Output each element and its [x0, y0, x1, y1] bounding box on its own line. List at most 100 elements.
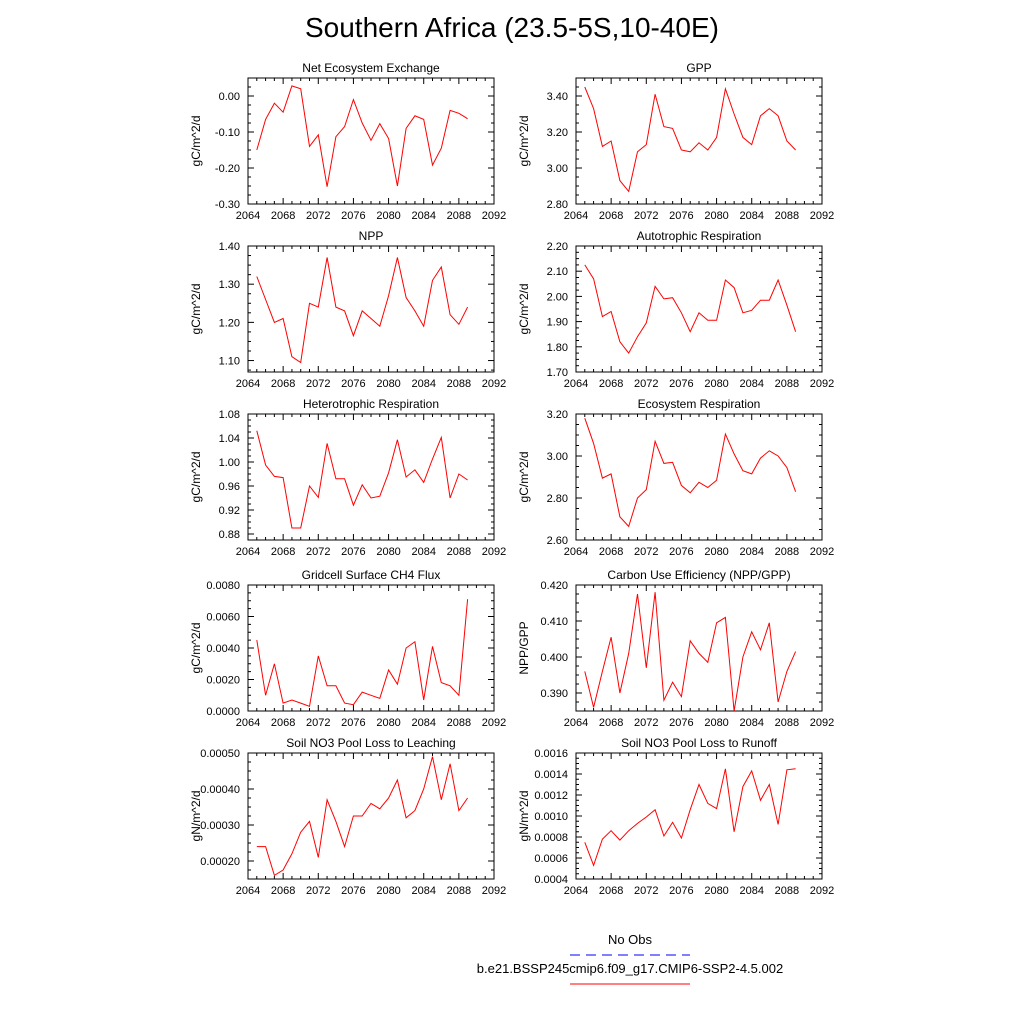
x-tick-label: 2068 [599, 210, 623, 222]
y-tick-label: 0.390 [540, 688, 568, 700]
x-tick-label: 2068 [599, 546, 623, 558]
x-tick-label: 2080 [376, 210, 400, 222]
y-tick-label: 1.04 [219, 433, 240, 445]
x-tick-label: 2092 [482, 210, 506, 222]
plot-frame [575, 752, 823, 880]
x-tick-label: 2068 [271, 546, 295, 558]
y-tick-label: 1.00 [219, 457, 240, 469]
plot-frame [575, 77, 823, 205]
x-tick-label: 2064 [564, 378, 588, 390]
x-tick-label: 2064 [236, 717, 260, 729]
x-tick-label: 2080 [704, 717, 728, 729]
y-tick-label: 2.20 [547, 241, 568, 253]
y-tick-label: 0.0004 [534, 874, 568, 886]
series-line [256, 599, 469, 707]
x-tick-label: 2084 [411, 717, 435, 729]
series-line [584, 768, 796, 867]
x-tick-label: 2092 [482, 378, 506, 390]
y-tick-label: 1.80 [547, 342, 568, 354]
y-tick-label: 1.10 [219, 356, 240, 368]
x-tick-label: 2068 [599, 378, 623, 390]
x-tick-label: 2076 [669, 546, 693, 558]
panel-title: NPP [359, 229, 384, 243]
x-tick-label: 2092 [810, 378, 834, 390]
y-tick-label: 0.0014 [534, 769, 568, 781]
x-tick-label: 2080 [376, 717, 400, 729]
x-tick-label: 2076 [341, 717, 365, 729]
x-tick-label: 2092 [810, 546, 834, 558]
y-tick-label: 3.20 [547, 409, 568, 421]
y-tick-label: -0.30 [215, 199, 240, 211]
chart-panel-1: Net Ecosystem Exchange gC/m^2/d 2064 2068 20… [189, 61, 506, 222]
x-tick-label: 2068 [271, 210, 295, 222]
x-tick-label: 2064 [236, 210, 260, 222]
panel-title: Net Ecosystem Exchange [302, 61, 440, 75]
y-axis-label: gN/m^2/d [517, 791, 531, 842]
y-axis-label: gN/m^2/d [189, 791, 203, 842]
y-tick-label: 0.92 [219, 505, 240, 517]
y-axis-label: gC/m^2/d [189, 284, 203, 335]
y-tick-label: 0.0016 [534, 748, 568, 760]
y-tick-label: 0.00040 [200, 784, 240, 796]
y-axis-label: gC/m^2/d [517, 452, 531, 503]
x-tick-label: 2084 [411, 546, 435, 558]
x-tick-label: 2076 [341, 378, 365, 390]
x-tick-label: 2076 [341, 210, 365, 222]
y-tick-label: -0.20 [215, 163, 240, 175]
legend-case-label: b.e21.BSSP245cmip6.f09_g17.CMIP6-SSP2-4.… [476, 961, 784, 976]
plot-frame [247, 584, 495, 712]
y-tick-label: 0.0080 [206, 580, 240, 592]
chart-panel-2: GPP gC/m^2/d 2064 2068 2072 2076 2080 2084 2088 2… [517, 61, 834, 222]
panel-title: Heterotrophic Respiration [303, 397, 439, 411]
panel-title: Soil NO3 Pool Loss to Runoff [621, 736, 778, 750]
y-tick-label: 0.0010 [534, 811, 568, 823]
x-tick-label: 2072 [306, 717, 330, 729]
chart-panel-5: Heterotrophic Respiration gC/m^2/d 2064 206… [189, 397, 506, 558]
y-tick-label: 2.60 [547, 535, 568, 547]
panel-title: Ecosystem Respiration [638, 397, 761, 411]
chart-panel-7: Gridcell Surface CH4 Flux gC/m^2/d 2064 206… [189, 568, 506, 729]
y-axis-label: gC/m^2/d [189, 452, 203, 503]
y-tick-label: 1.40 [219, 241, 240, 253]
x-tick-label: 2088 [447, 210, 471, 222]
panel-title: Carbon Use Efficiency (NPP/GPP) [607, 568, 790, 582]
series-line [256, 257, 469, 364]
x-tick-label: 2088 [447, 378, 471, 390]
x-tick-label: 2084 [411, 210, 435, 222]
x-tick-label: 2076 [669, 210, 693, 222]
x-tick-label: 2072 [306, 885, 330, 897]
y-tick-label: 0.410 [540, 616, 568, 628]
x-tick-label: 2080 [376, 378, 400, 390]
series-line [584, 418, 797, 528]
panel-title: Soil NO3 Pool Loss to Leaching [286, 736, 455, 750]
panel-title: GPP [686, 61, 711, 75]
panels-layer: Net Ecosystem Exchange gC/m^2/d 2064 2068 20… [189, 61, 834, 897]
x-tick-label: 2080 [376, 546, 400, 558]
x-tick-label: 2092 [810, 210, 834, 222]
legend-obs-label: No Obs [607, 932, 653, 947]
x-tick-label: 2072 [306, 378, 330, 390]
x-tick-label: 2064 [236, 378, 260, 390]
x-tick-label: 2076 [341, 546, 365, 558]
x-tick-label: 2072 [634, 717, 658, 729]
x-tick-label: 2088 [447, 717, 471, 729]
y-tick-label: 0.00030 [200, 820, 240, 832]
x-tick-label: 2072 [634, 885, 658, 897]
x-tick-label: 2088 [447, 546, 471, 558]
y-tick-label: 0.0006 [534, 853, 568, 865]
y-tick-label: 0.0012 [534, 790, 568, 802]
x-tick-label: 2092 [810, 717, 834, 729]
x-tick-label: 2092 [482, 546, 506, 558]
y-tick-label: 0.00 [219, 91, 240, 103]
y-tick-label: 2.80 [547, 199, 568, 211]
x-tick-label: 2064 [564, 885, 588, 897]
x-tick-label: 2072 [306, 210, 330, 222]
x-tick-label: 2076 [669, 885, 693, 897]
series-line [256, 756, 469, 877]
x-tick-label: 2072 [634, 210, 658, 222]
y-axis-label: gC/m^2/d [189, 116, 203, 167]
y-tick-label: 1.30 [219, 279, 240, 291]
plot-frame [575, 413, 823, 541]
x-tick-label: 2092 [482, 717, 506, 729]
